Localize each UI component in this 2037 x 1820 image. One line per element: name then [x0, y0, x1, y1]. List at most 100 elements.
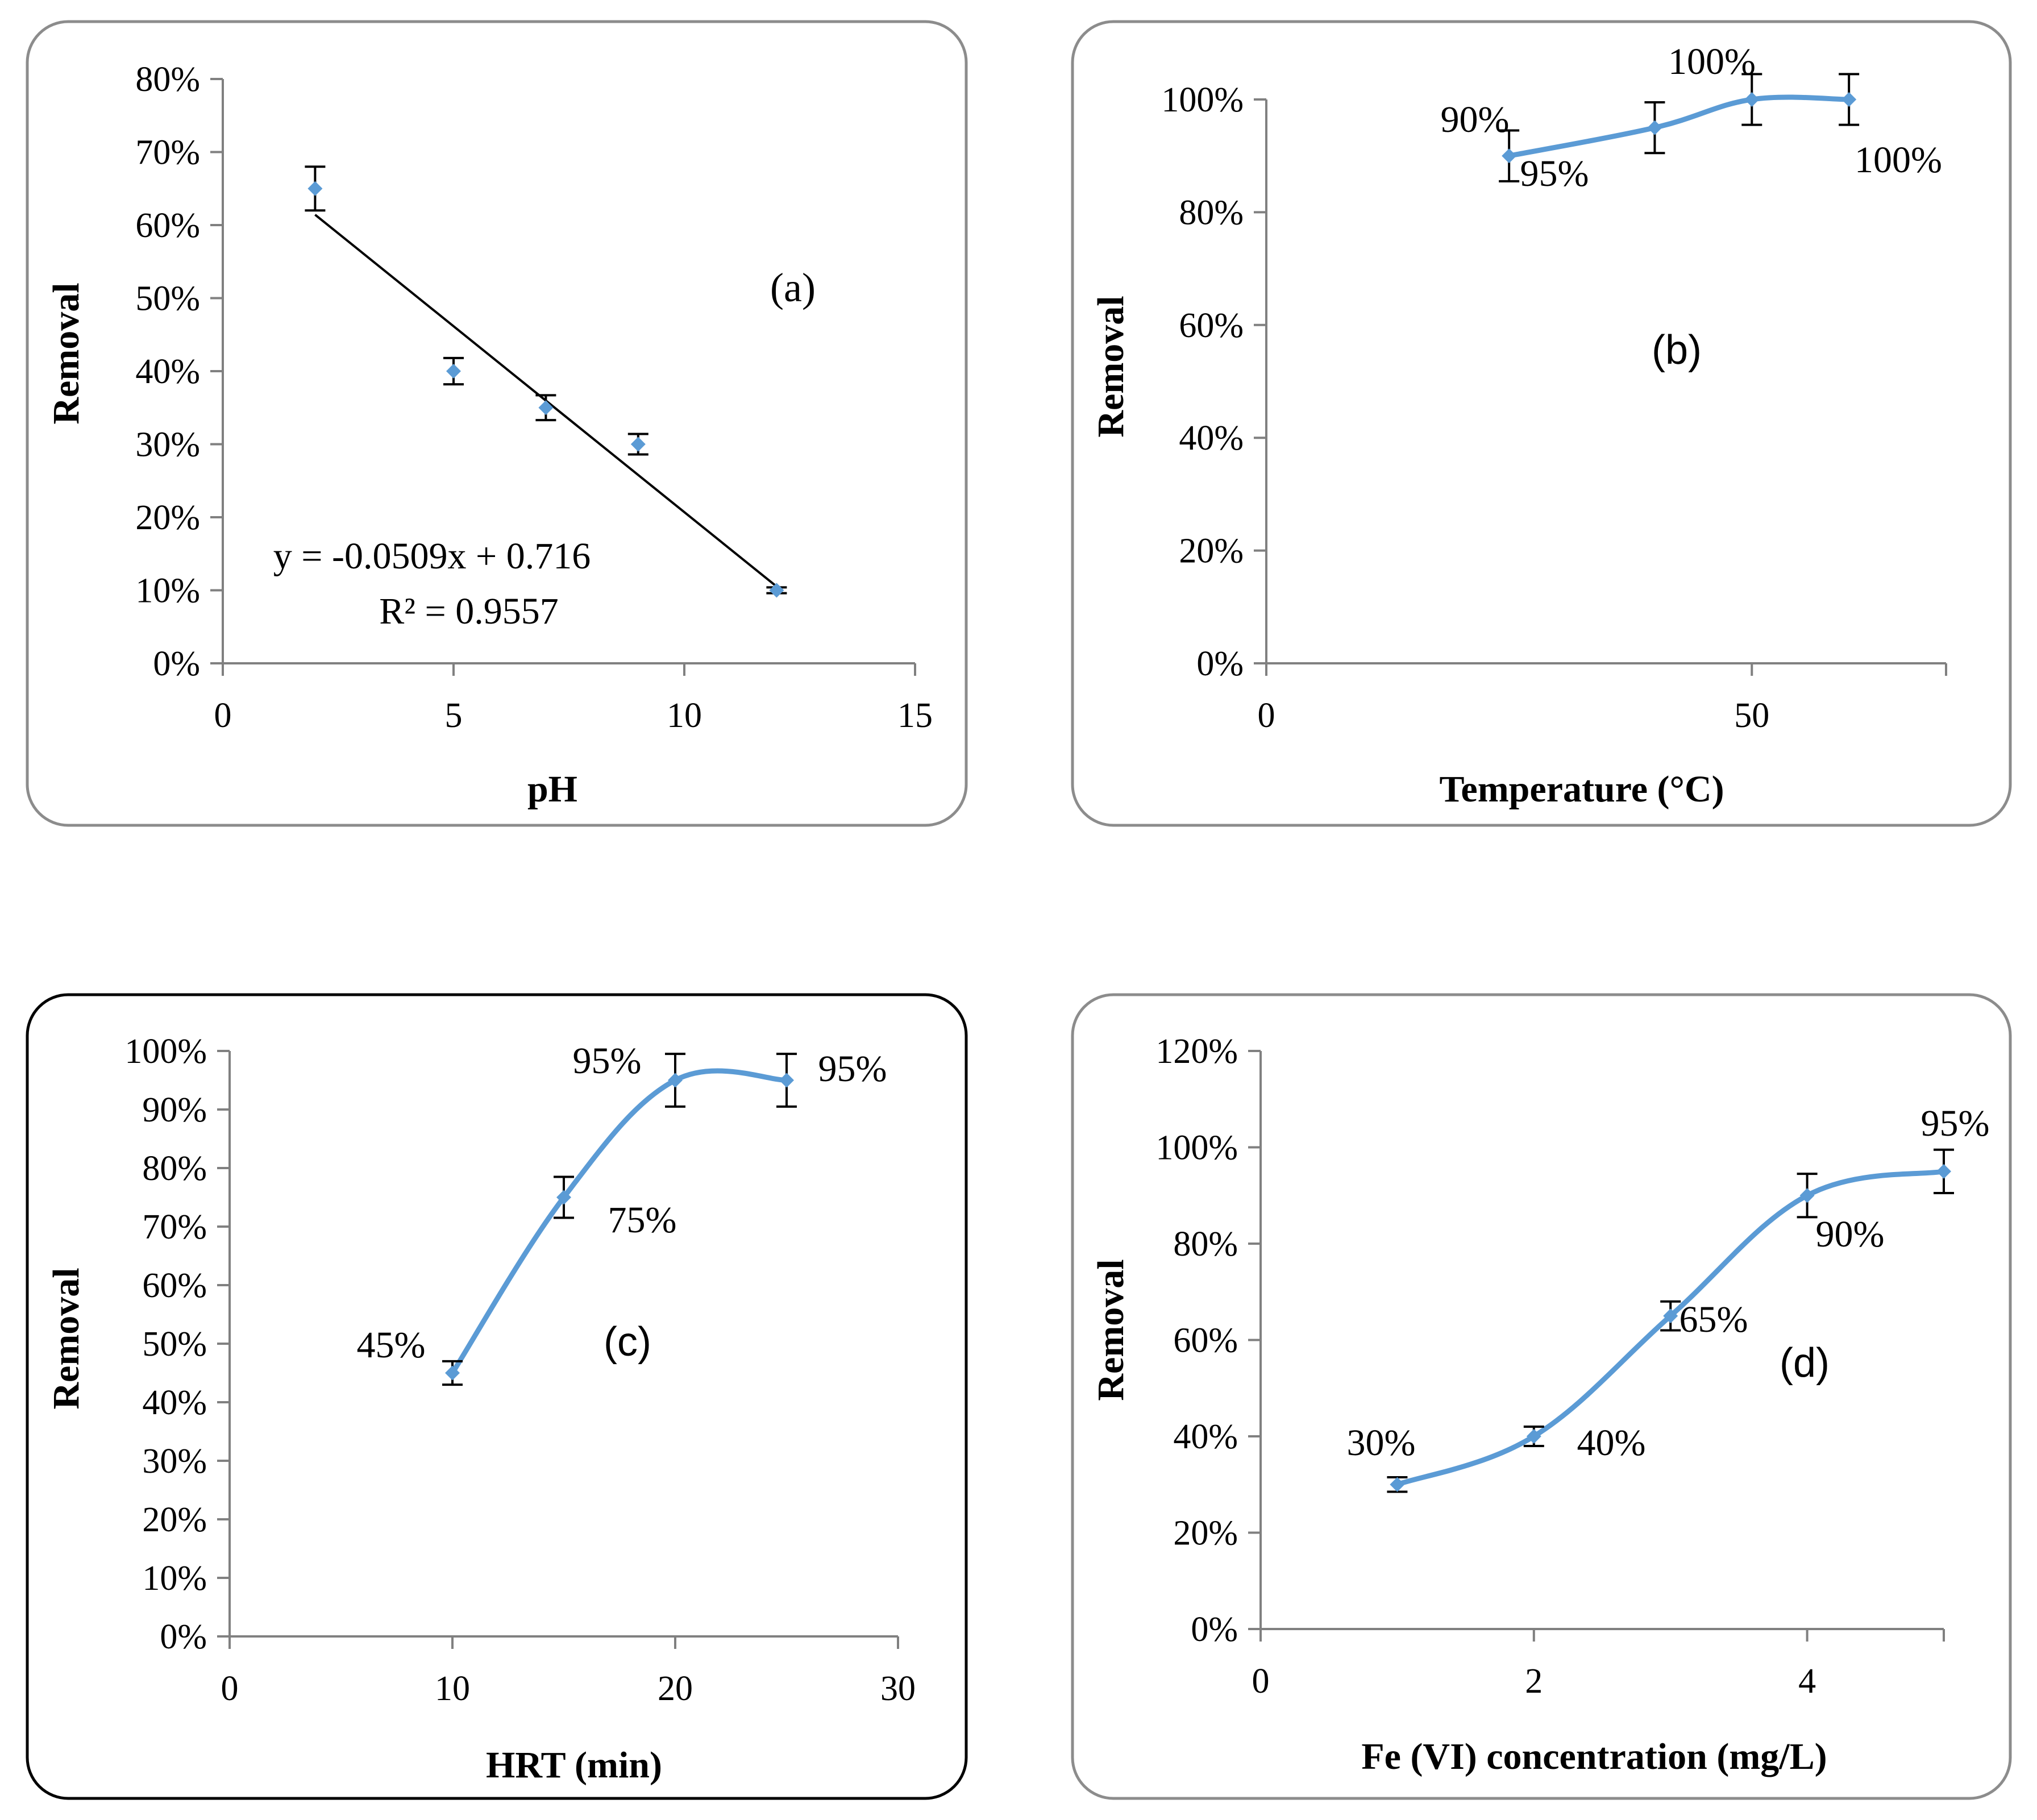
y-tick-label: 100% [1161, 81, 1244, 119]
data-point [776, 1053, 797, 1108]
r-squared: R² = 0.9557 [379, 591, 559, 632]
y-tick-label: 60% [1173, 1322, 1238, 1360]
y-tick-label: 0% [160, 1618, 207, 1656]
y-tick-label: 30% [142, 1442, 207, 1481]
x-tick-label: 0 [1258, 696, 1275, 735]
y-tick-label: 80% [1173, 1225, 1238, 1264]
data-point [1797, 1173, 1818, 1219]
data-label: 45% [357, 1324, 426, 1366]
data-label: 95% [818, 1048, 887, 1090]
data-points [1387, 1148, 1954, 1493]
x-tick-label: 50 [1734, 696, 1769, 735]
y-axis-title: Removal [45, 1268, 87, 1409]
x-tick-label: 10 [667, 696, 702, 735]
data-point [766, 583, 787, 598]
x-tick-label: 5 [445, 696, 463, 735]
y-tick-label: 20% [1179, 532, 1244, 571]
marker [1799, 1188, 1815, 1203]
y-ticks: 0% 10% 20% 30% 40% 50% 60% 70% 80% 90% 100% [124, 1032, 230, 1656]
y-tick-label: 50% [142, 1325, 207, 1364]
data-label: 100% [1855, 139, 1942, 181]
x-tick-label: 30 [880, 1669, 916, 1708]
data-label: 90% [1816, 1214, 1885, 1255]
y-tick-label: 80% [1179, 193, 1244, 232]
y-ticks: 0% 20% 40% 60% 80% 100% 120% [1155, 1032, 1261, 1649]
data-label: 65% [1680, 1299, 1748, 1340]
y-tick-label: 40% [142, 1383, 207, 1422]
data-point [1660, 1300, 1681, 1332]
y-tick-label: 10% [135, 572, 200, 610]
panel-label: (b) [1652, 327, 1702, 373]
y-axis-title: Removal [45, 282, 87, 424]
data-label: 95% [573, 1040, 642, 1082]
x-tick-label: 10 [435, 1669, 470, 1708]
x-ticks: 0 10 20 30 [221, 1636, 916, 1708]
data-point [1499, 129, 1520, 182]
panel-label: (d) [1780, 1340, 1830, 1386]
y-tick-label: 30% [135, 426, 200, 464]
data-label: 100% [1668, 41, 1756, 82]
marker [630, 437, 646, 452]
marker [1936, 1164, 1951, 1179]
x-tick-label: 0 [221, 1669, 239, 1708]
data-point [1741, 73, 1762, 126]
y-tick-label: 60% [1179, 306, 1244, 345]
x-ticks: 0 2 4 [1252, 1629, 1945, 1701]
trendline-equation: y = -0.0509x + 0.716 [273, 535, 591, 577]
marker [1502, 148, 1517, 164]
x-ticks: 0 5 10 15 [214, 663, 933, 735]
data-points [305, 165, 787, 598]
panel-frame [26, 993, 968, 1800]
x-tick-label: 2 [1525, 1662, 1543, 1701]
panel-frame [26, 20, 968, 827]
y-tick-label: 80% [135, 60, 200, 99]
y-tick-label: 60% [135, 206, 200, 245]
y-tick-label: 20% [135, 498, 200, 537]
marker [1647, 120, 1662, 135]
data-point [442, 1360, 463, 1386]
data-labels: 30% 40% 65% 90% 95% [1347, 1103, 1990, 1464]
series-line [1508, 94, 1849, 159]
data-point [627, 433, 648, 456]
x-tick-label: 15 [897, 696, 933, 735]
data-point [1839, 73, 1860, 126]
data-labels: 90%95% 100% 100% [1441, 41, 1942, 194]
panel-a: 0% 10% 20% 30% 40% 50% 60% 70% 80% 0 5 10 15 y = -0… [26, 20, 968, 827]
marker [556, 1190, 571, 1205]
marker [1663, 1308, 1678, 1324]
data-points [1499, 73, 1860, 182]
y-tick-label: 80% [142, 1149, 207, 1188]
marker [445, 1365, 460, 1381]
x-tick-label: 0 [214, 696, 232, 735]
panel-b: 0% 20% 40% 60% 80% 100% 0 50 90%95% 100% 100% (b… [1071, 20, 2012, 827]
marker [668, 1073, 683, 1088]
marker [1744, 92, 1760, 107]
marker [538, 400, 554, 415]
data-label: 95% [1921, 1103, 1990, 1144]
x-axis-title: Fe (VI) concentration (mg/L) [1361, 1736, 1827, 1777]
data-point [1644, 101, 1665, 155]
data-point [1387, 1476, 1408, 1493]
data-point [443, 356, 464, 386]
x-tick-label: 20 [658, 1669, 693, 1708]
y-tick-label: 10% [142, 1559, 207, 1598]
y-tick-label: 0% [1191, 1610, 1238, 1649]
data-point [1523, 1426, 1544, 1447]
panel-frame [1071, 993, 2012, 1800]
marker [769, 583, 784, 598]
y-tick-label: 70% [135, 134, 200, 172]
y-tick-label: 20% [142, 1501, 207, 1539]
y-ticks: 0% 10% 20% 30% 40% 50% 60% 70% 80% [135, 60, 223, 683]
marker [1526, 1429, 1541, 1444]
panel-label: (c) [604, 1319, 651, 1365]
x-axis-title: Temperature (°C) [1439, 768, 1724, 810]
marker [446, 364, 461, 379]
y-tick-label: 100% [124, 1032, 207, 1071]
y-tick-label: 0% [153, 645, 200, 683]
y-tick-label: 90% [142, 1091, 207, 1129]
data-label: 30% [1347, 1422, 1416, 1464]
panel-frame [1071, 20, 2012, 827]
marker [1390, 1477, 1405, 1492]
x-tick-label: 0 [1252, 1662, 1270, 1701]
data-point [535, 394, 556, 422]
